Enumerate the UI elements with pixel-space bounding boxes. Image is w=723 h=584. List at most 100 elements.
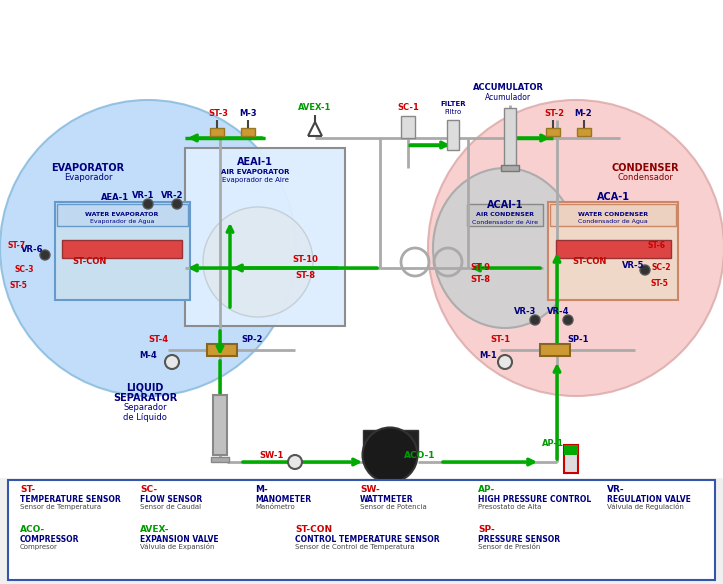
Bar	[210, 128, 224, 136]
Text: ACCUMULATOR: ACCUMULATOR	[473, 84, 544, 92]
Text: ST-8: ST-8	[470, 276, 490, 284]
Ellipse shape	[0, 100, 296, 396]
Bar	[550, 204, 676, 226]
Text: VR-4: VR-4	[547, 308, 569, 317]
Text: Evaporador de Agua: Evaporador de Agua	[90, 220, 154, 224]
Text: AP-: AP-	[478, 485, 495, 495]
Text: M-1: M-1	[479, 350, 497, 360]
Text: AEAI-1: AEAI-1	[237, 157, 273, 167]
Bar	[55, 202, 190, 300]
Text: M-: M-	[255, 485, 268, 495]
Text: HIGH PRESSURE CONTROL: HIGH PRESSURE CONTROL	[478, 495, 591, 503]
Text: ST-2: ST-2	[544, 109, 564, 117]
Bar	[577, 128, 591, 136]
Bar	[504, 108, 516, 166]
Text: WATTMETER: WATTMETER	[360, 495, 414, 503]
Text: ST-CON: ST-CON	[295, 526, 332, 534]
Text: Compresor: Compresor	[20, 544, 58, 550]
Circle shape	[165, 355, 179, 369]
Text: ST-: ST-	[20, 485, 35, 495]
Text: AIR EVAPORATOR: AIR EVAPORATOR	[221, 169, 289, 175]
Text: ST-CON: ST-CON	[73, 256, 107, 266]
Ellipse shape	[362, 427, 417, 482]
Text: Condensador de Aire: Condensador de Aire	[472, 220, 538, 224]
Text: Sensor de Presión: Sensor de Presión	[478, 544, 540, 550]
Bar	[8, 480, 715, 580]
Text: LIQUID: LIQUID	[127, 383, 163, 393]
Text: FILTER: FILTER	[440, 101, 466, 107]
Text: AIR CONDENSER: AIR CONDENSER	[476, 213, 534, 217]
Text: ACO-: ACO-	[20, 526, 46, 534]
Ellipse shape	[433, 168, 577, 328]
Bar	[548, 202, 678, 300]
Bar	[0, 0, 723, 478]
Text: SEPARATOR: SEPARATOR	[113, 393, 177, 403]
Text: VR-6: VR-6	[21, 245, 43, 255]
Text: Sensor de Caudal: Sensor de Caudal	[140, 504, 201, 510]
Text: Acumulador: Acumulador	[485, 93, 531, 103]
Text: Filtro: Filtro	[445, 109, 461, 115]
Bar	[62, 240, 182, 258]
Text: MANOMETER: MANOMETER	[255, 495, 311, 503]
Text: SP-: SP-	[478, 526, 495, 534]
Text: Evaporador: Evaporador	[64, 172, 112, 182]
Circle shape	[640, 265, 650, 275]
Text: VR-1: VR-1	[132, 192, 154, 200]
Bar	[185, 148, 345, 326]
Text: Sensor de Temperatura: Sensor de Temperatura	[20, 504, 101, 510]
Text: COMPRESSOR: COMPRESSOR	[20, 534, 80, 544]
Text: VR-5: VR-5	[622, 260, 644, 269]
Text: WATER CONDENSER: WATER CONDENSER	[578, 213, 648, 217]
Text: PRESSURE SENSOR: PRESSURE SENSOR	[478, 534, 560, 544]
Bar	[207, 344, 237, 356]
Bar	[501, 165, 519, 171]
Text: ST-5: ST-5	[9, 280, 27, 290]
Bar	[363, 430, 418, 455]
Text: ST-5: ST-5	[650, 279, 668, 287]
Circle shape	[498, 355, 512, 369]
Circle shape	[563, 315, 573, 325]
Bar	[447, 120, 459, 150]
Text: SP-1: SP-1	[568, 335, 589, 345]
Text: VR-2: VR-2	[161, 192, 183, 200]
Text: CONTROL TEMPERATURE SENSOR: CONTROL TEMPERATURE SENSOR	[295, 534, 440, 544]
Text: SC-1: SC-1	[397, 103, 419, 113]
Text: VR-3: VR-3	[514, 308, 536, 317]
Text: SC-: SC-	[140, 485, 157, 495]
Text: ST-1: ST-1	[490, 335, 510, 345]
Text: Manómetro: Manómetro	[255, 504, 295, 510]
Text: Evaporador de Aire: Evaporador de Aire	[221, 177, 288, 183]
Text: ST-8: ST-8	[295, 270, 315, 280]
Text: SW-1: SW-1	[260, 450, 284, 460]
Text: Válvula de Expansión: Válvula de Expansión	[140, 544, 215, 551]
Bar	[467, 204, 543, 226]
Text: VR-: VR-	[607, 485, 625, 495]
Text: ST-6: ST-6	[648, 241, 666, 249]
Text: EXPANSION VALVE: EXPANSION VALVE	[140, 534, 218, 544]
Text: AEA-1: AEA-1	[101, 193, 129, 203]
Text: Condensador: Condensador	[617, 172, 673, 182]
Text: SC-2: SC-2	[651, 263, 671, 273]
Circle shape	[172, 199, 182, 209]
Text: Válvula de Regulación: Válvula de Regulación	[607, 503, 684, 510]
Bar	[564, 445, 578, 473]
Text: AVEX-: AVEX-	[140, 526, 169, 534]
Text: Sensor de Control de Temperatura: Sensor de Control de Temperatura	[295, 544, 414, 550]
Text: M-2: M-2	[574, 109, 592, 117]
Text: ST-3: ST-3	[208, 109, 228, 117]
Bar	[556, 240, 671, 258]
Text: ST-7: ST-7	[8, 241, 26, 249]
Text: EVAPORATOR: EVAPORATOR	[51, 163, 124, 173]
Text: SW-: SW-	[360, 485, 380, 495]
Text: ST-9: ST-9	[470, 263, 490, 273]
Text: ST-4: ST-4	[148, 335, 168, 345]
Ellipse shape	[428, 100, 723, 396]
Text: TEMPERATURE SENSOR: TEMPERATURE SENSOR	[20, 495, 121, 503]
Text: SP-2: SP-2	[241, 335, 262, 345]
Text: Presostato de Alta: Presostato de Alta	[478, 504, 542, 510]
Text: AP-1: AP-1	[542, 440, 564, 449]
Bar	[401, 116, 415, 138]
Circle shape	[40, 250, 50, 260]
Bar	[57, 204, 188, 226]
Text: ST-10: ST-10	[292, 256, 318, 265]
